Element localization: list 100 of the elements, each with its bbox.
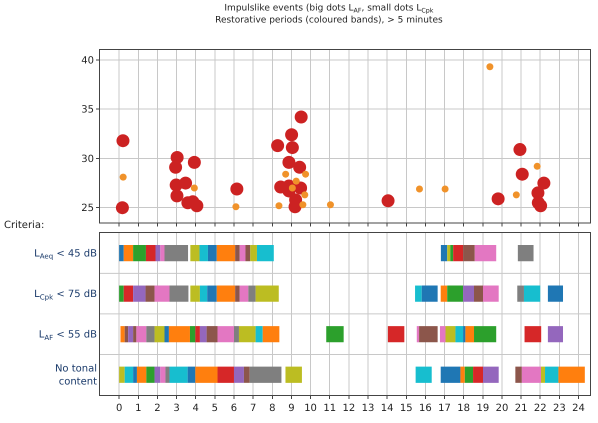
x-tick-label: 12 (342, 403, 356, 414)
bar (474, 326, 496, 342)
y-tick-label: L$_{AF}$ < 55 dB (38, 330, 98, 342)
point (179, 176, 192, 190)
bar (146, 326, 155, 342)
x-tick-label: 7 (250, 403, 256, 414)
point (301, 191, 308, 198)
point (516, 168, 529, 181)
x-tick-label: 13 (362, 403, 374, 414)
bar (154, 286, 170, 302)
bar (285, 366, 302, 383)
x-tick-label: 10 (304, 403, 317, 414)
bar (524, 326, 542, 342)
bar (154, 326, 164, 342)
point (286, 141, 299, 154)
chart-title: Impulslike events (big dots L$_{AF}$, small dots L$_{Cpk}$ Restorative periods (coloured bands), > 5 minutes (215, 4, 443, 26)
x-tick-label: 15 (400, 403, 413, 414)
point (282, 170, 290, 178)
point (294, 110, 308, 124)
y-tick-label: No tonal content (54, 364, 98, 388)
x-tick-label: 18 (457, 403, 470, 414)
bar (195, 366, 218, 383)
point (512, 191, 520, 198)
y-tick-label: L$_{Aeq}$ < 45 dB (34, 248, 98, 261)
point (293, 160, 306, 174)
point (442, 185, 449, 192)
bar (465, 326, 474, 342)
bar (208, 245, 217, 262)
x-tick-label: 24 (572, 403, 585, 414)
bar (548, 326, 564, 342)
bar (453, 245, 464, 262)
bar (234, 326, 239, 342)
x-tick-label: 14 (380, 403, 394, 414)
x-tick-label: 20 (496, 403, 508, 414)
y-tick-label: 35 (81, 104, 94, 116)
point (416, 185, 423, 192)
bar (558, 366, 585, 383)
point (288, 184, 296, 192)
bar (216, 245, 236, 262)
bar (245, 245, 250, 262)
x-tick-label: 5 (212, 403, 218, 414)
bar (188, 366, 196, 383)
x-tick-label: 21 (514, 403, 528, 414)
point (486, 63, 494, 70)
point (302, 170, 310, 178)
x-tick-label: 8 (269, 403, 276, 414)
point (275, 202, 282, 210)
point (230, 182, 244, 196)
bar (256, 326, 263, 342)
point (285, 128, 298, 142)
bar (483, 286, 499, 302)
x-tick-label: 0 (116, 403, 122, 414)
point (188, 156, 201, 169)
bar (190, 286, 200, 302)
point (382, 194, 395, 208)
point (271, 139, 284, 152)
point (169, 160, 182, 174)
point (116, 201, 129, 214)
bar (326, 326, 344, 342)
x-tick-label: 16 (419, 403, 432, 414)
point (513, 143, 526, 156)
y-tick-label: 40 (81, 55, 94, 66)
bar (133, 326, 136, 342)
bar (133, 286, 146, 302)
point (232, 203, 240, 210)
x-tick-label: 9 (288, 403, 295, 414)
point (537, 176, 550, 190)
x-tick-label: 1 (135, 403, 142, 414)
x-tick-label: 17 (438, 403, 451, 414)
point (492, 192, 505, 206)
x-tick-label: 3 (173, 403, 180, 414)
y-tick-label: 30 (81, 154, 94, 165)
y-tick-label: 25 (81, 203, 94, 214)
bar (388, 326, 404, 342)
bar (244, 366, 250, 383)
bar (146, 286, 155, 302)
point (116, 134, 130, 148)
y-tick-label: L$_{Cpk}$ < 75 dB (34, 289, 98, 302)
x-tick-label: 2 (154, 403, 161, 414)
bar (416, 366, 432, 383)
bar (200, 245, 208, 262)
point (326, 201, 334, 208)
x-tick-label: 4 (192, 403, 199, 414)
x-tick-label: 6 (230, 403, 238, 414)
bar (169, 366, 188, 383)
point (190, 199, 204, 212)
y-axis-title: Criteria: (4, 220, 44, 231)
point (299, 201, 306, 208)
point (282, 156, 296, 169)
point (120, 174, 127, 181)
bar (238, 326, 256, 342)
x-tick-label: 22 (534, 403, 547, 414)
x-tick-label: 19 (476, 403, 490, 414)
x-tick-label: 11 (323, 403, 336, 414)
bar (128, 326, 134, 342)
bar (250, 366, 282, 383)
x-tick-label: 23 (553, 403, 566, 414)
point (292, 178, 300, 185)
point (170, 189, 184, 202)
bar (136, 326, 146, 342)
